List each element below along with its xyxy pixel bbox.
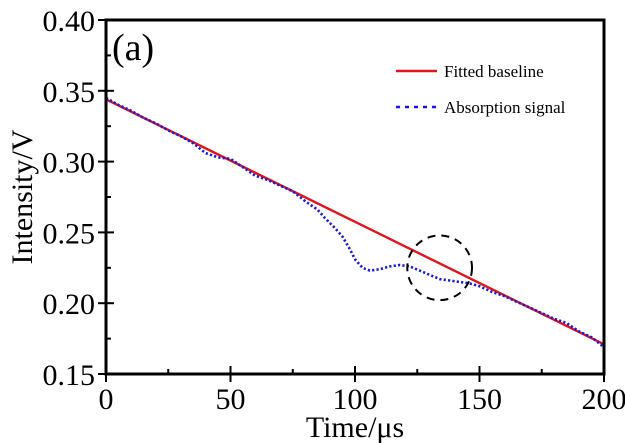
y-tick-label: 0.15 [43, 359, 96, 392]
series-line-absorption-signal [105, 96, 605, 349]
y-tick-label: 0.40 [43, 5, 96, 38]
y-tick-label: 0.30 [43, 147, 96, 180]
axis-ticks [98, 19, 605, 382]
panel-label: (a) [112, 27, 154, 69]
y-tick-label: 0.35 [43, 76, 96, 109]
y-tick-label: 0.20 [43, 288, 96, 321]
tick-labels: 0 50 100 150 200 0.15 0.20 0.25 0.30 0.35 0.40 [43, 5, 625, 416]
x-tick-label: 200 [582, 383, 625, 416]
y-axis-title: Intensity/V [6, 129, 39, 264]
plot-marks [105, 96, 605, 349]
annotation-circle [406, 234, 474, 302]
x-tick-label: 100 [333, 383, 378, 416]
x-axis-title: Time/μs [306, 411, 404, 443]
legend-label-absorption-signal: Absorption signal [444, 98, 566, 117]
x-tick-label: 50 [216, 383, 246, 416]
y-tick-label: 0.25 [43, 217, 96, 250]
x-tick-label: 150 [457, 383, 502, 416]
x-tick-label: 0 [99, 383, 114, 416]
legend-label-fitted-baseline: Fitted baseline [444, 62, 544, 81]
legend: Fitted baseline Absorption signal [396, 62, 566, 117]
